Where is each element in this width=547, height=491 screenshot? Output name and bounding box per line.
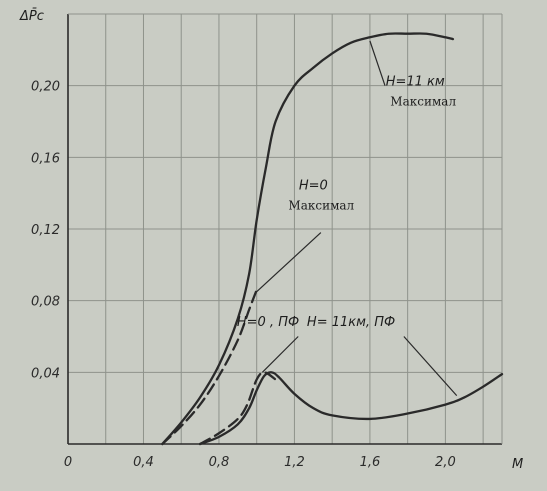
plot-frame — [67, 13, 503, 445]
x-tick-label: 0,8 — [209, 455, 230, 470]
annotation-sublabel-1: Максимал — [390, 95, 456, 109]
x-tick-label: 1,2 — [284, 455, 305, 470]
annotation-label-4: H= 11км, ПФ — [307, 315, 395, 330]
annotation-leader-1 — [369, 40, 386, 86]
x-axis-label: M — [512, 457, 523, 472]
annotation-label-2: H=0 — [299, 179, 328, 194]
x-tick-label: 0 — [64, 455, 72, 470]
y-tick-label: 0,08 — [31, 295, 60, 310]
series-line-1 — [161, 32, 455, 446]
y-tick-label: 0,12 — [31, 223, 60, 238]
series-group — [161, 32, 504, 446]
x-tick-label: 1,6 — [360, 455, 381, 470]
annotation-leader-4 — [403, 336, 458, 397]
annotation-label-1: H=11 км — [386, 75, 445, 90]
annotations-group: H=11 км Максимал H=0 Максимал H=0 , ПФ H= 11к… — [237, 40, 458, 397]
x-tick-label: 2,0 — [435, 455, 456, 470]
annotation-label-3: H=0 , ПФ — [237, 315, 299, 330]
annotation-sublabel-2: Максимал — [288, 199, 354, 213]
y-axis-label: ΔP̄c — [19, 9, 44, 24]
y-tick-label: 0,16 — [31, 151, 60, 166]
annotation-leader-2 — [256, 232, 322, 293]
y-tick-label: 0,20 — [31, 80, 60, 95]
series-line-4 — [198, 371, 277, 446]
y-tick-label: 0,04 — [31, 366, 60, 381]
ticks-group: 0 0,4 0,8 1,2 1,6 2,0 0,04 0,08 0,12 0,16 0,20 — [31, 80, 456, 470]
series-line-2 — [161, 288, 258, 446]
x-tick-label: 0,4 — [133, 455, 154, 470]
series-line-3 — [198, 371, 504, 446]
annotation-leader-3 — [261, 336, 299, 373]
